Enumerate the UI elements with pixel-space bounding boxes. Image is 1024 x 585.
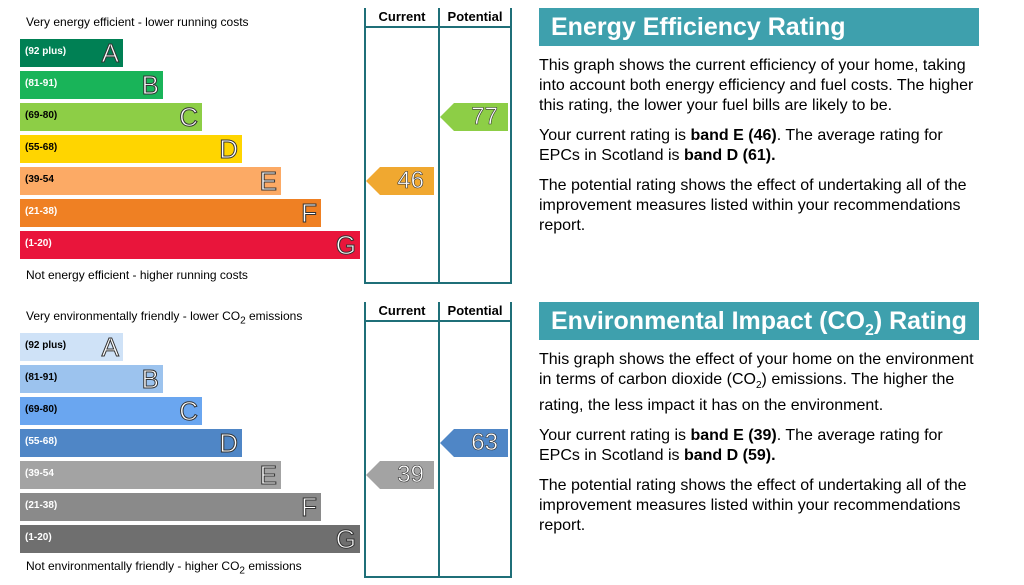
energy-potential-text: The potential rating shows the effect of… bbox=[539, 177, 967, 234]
current-column-header: Current bbox=[378, 303, 426, 318]
band-letter: G bbox=[335, 524, 356, 554]
band-letter: C bbox=[179, 102, 199, 132]
band-b: (81-91) B bbox=[20, 70, 163, 100]
band-range-label: (21-38) bbox=[25, 206, 58, 217]
band-e: (39-54 E bbox=[20, 166, 281, 196]
band-e: (39-54 E bbox=[20, 460, 281, 490]
band-d: (55-68) D bbox=[20, 428, 242, 458]
band-b: (81-91) B bbox=[20, 364, 163, 394]
band-range-label: (81-91) bbox=[25, 78, 58, 89]
current-rating-arrow: 39 bbox=[366, 461, 434, 489]
band-letter: B bbox=[141, 364, 159, 394]
environment-info-panel: Environmental Impact (CO2) Rating This g… bbox=[539, 302, 979, 546]
band-range-label: (39-54 bbox=[25, 174, 54, 185]
band-range-label: (69-80) bbox=[25, 110, 58, 121]
band-letter: E bbox=[259, 166, 277, 196]
band-c: (69-80) C bbox=[20, 396, 202, 426]
potential-column-header: Potential bbox=[447, 9, 503, 24]
environmental-impact-chart: Very environmentally friendly - lower CO… bbox=[20, 302, 514, 578]
band-letter: B bbox=[141, 70, 159, 100]
band-range-label: (1-20) bbox=[25, 532, 52, 543]
band-letter: E bbox=[259, 460, 277, 490]
band-range-label: (69-80) bbox=[25, 404, 58, 415]
column-divider bbox=[438, 302, 440, 576]
band-a: (92 plus) A bbox=[20, 38, 123, 68]
band-letter: F bbox=[301, 198, 318, 228]
rating-columns: Current Potential bbox=[364, 8, 512, 284]
band-range-label: (39-54 bbox=[25, 468, 54, 479]
band-letter: D bbox=[219, 134, 239, 164]
chart-top-label: Very energy efficient - lower running co… bbox=[26, 15, 249, 29]
energy-info-panel: Energy Efficiency Rating This graph show… bbox=[539, 8, 979, 246]
band-range-label: (92 plus) bbox=[25, 46, 67, 57]
band-c: (69-80) C bbox=[20, 102, 202, 132]
column-divider bbox=[438, 8, 440, 282]
potential-column-header: Potential bbox=[447, 303, 503, 318]
band-g: (1-20) G bbox=[20, 524, 360, 554]
energy-current-rating-text: Your current rating is band E (46). The … bbox=[539, 127, 943, 164]
environment-section-title: Environmental Impact (CO2) Rating bbox=[539, 302, 979, 340]
band-a: (92 plus) A bbox=[20, 332, 123, 362]
current-column-header: Current bbox=[378, 9, 426, 24]
chart-top-label: Very environmentally friendly - lower CO… bbox=[26, 309, 303, 327]
chart-bottom-label: Not energy efficient - higher running co… bbox=[26, 268, 248, 282]
band-letter: A bbox=[101, 332, 119, 362]
band-range-label: (21-38) bbox=[25, 500, 58, 511]
band-range-label: (55-68) bbox=[25, 142, 58, 153]
band-range-label: (1-20) bbox=[25, 238, 52, 249]
potential-rating-arrow: 77 bbox=[440, 103, 508, 131]
band-d: (55-68) D bbox=[20, 134, 242, 164]
rating-columns: Current Potential bbox=[364, 302, 512, 578]
energy-efficiency-chart: Very energy efficient - lower running co… bbox=[20, 8, 514, 284]
energy-section-title: Energy Efficiency Rating bbox=[539, 8, 979, 46]
band-letter: D bbox=[219, 428, 239, 458]
band-range-label: (92 plus) bbox=[25, 340, 67, 351]
environment-description: This graph shows the effect of your home… bbox=[539, 351, 974, 415]
band-range-label: (81-91) bbox=[25, 372, 58, 383]
band-f: (21-38) F bbox=[20, 492, 321, 522]
band-letter: C bbox=[179, 396, 199, 426]
band-letter: F bbox=[301, 492, 318, 522]
energy-description: This graph shows the current efficiency … bbox=[539, 57, 974, 114]
band-letter: A bbox=[101, 38, 119, 68]
potential-rating-arrow: 63 bbox=[440, 429, 508, 457]
environment-potential-text: The potential rating shows the effect of… bbox=[539, 477, 967, 535]
band-g: (1-20) G bbox=[20, 230, 360, 260]
current-rating-arrow: 46 bbox=[366, 167, 434, 195]
band-range-label: (55-68) bbox=[25, 436, 58, 447]
environment-current-rating-text: Your current rating is band E (39). The … bbox=[539, 427, 943, 465]
chart-bottom-label: Not environmentally friendly - higher CO… bbox=[26, 558, 302, 576]
band-f: (21-38) F bbox=[20, 198, 321, 228]
band-letter: G bbox=[335, 230, 356, 260]
